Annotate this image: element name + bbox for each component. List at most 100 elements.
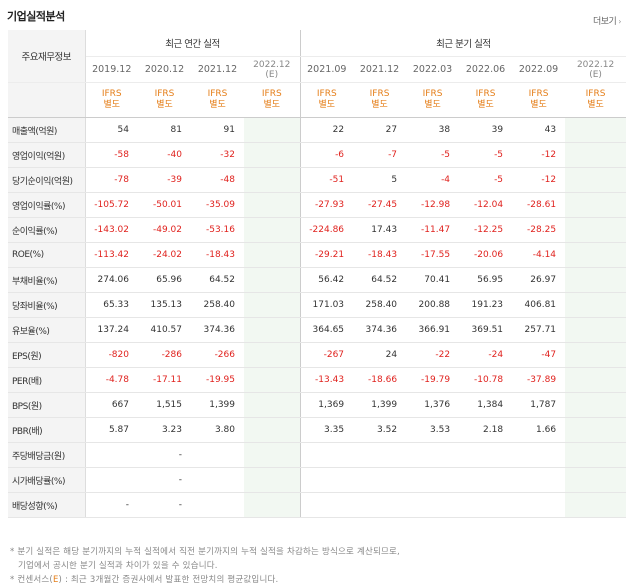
- table-row: 부채비율(%) 274.06 65.96 64.52 56.42 64.52 70.41 56…: [8, 267, 627, 293]
- value-cell: -: [138, 467, 191, 493]
- value-cell: [244, 342, 301, 368]
- value-cell: [565, 442, 627, 468]
- value-cell: [565, 392, 627, 418]
- period-header: 2021.12: [353, 56, 407, 83]
- value-cell: -47: [512, 342, 566, 368]
- table-row: 주당배당금(원) -: [8, 442, 627, 468]
- value-cell: 17.43: [353, 217, 407, 243]
- value-cell: 257.71: [512, 317, 566, 343]
- value-cell: 171.03: [300, 292, 354, 318]
- table-row: PBR(배) 5.87 3.23 3.80 3.35 3.52 3.53 2.18 1.66: [8, 417, 627, 443]
- value-cell: [565, 267, 627, 293]
- value-cell: -12: [512, 142, 566, 168]
- footnote-2: 기업에서 공시한 분기 실적과 차이가 있을 수 있습니다.: [18, 561, 218, 571]
- value-cell: 374.36: [191, 317, 244, 343]
- row-label: ROE(%): [8, 242, 86, 268]
- value-cell: -12.25: [459, 217, 513, 243]
- row-label: 영업이익률(%): [8, 192, 86, 218]
- basis-badge: IFRS 별도: [85, 82, 138, 118]
- basis-badge: IFRS 별도: [191, 82, 244, 118]
- value-cell: [85, 442, 138, 468]
- table-row: 당기순이익(억원) -78 -39 -48 -51 5 -4 -5 -12: [8, 167, 627, 193]
- table-row: 영업이익률(%) -105.72 -50.01 -35.09 -27.93 -27.45-…: [8, 192, 627, 218]
- value-cell: 43: [512, 117, 566, 143]
- value-cell: 1,384: [459, 392, 513, 418]
- basis-badge: IFRS 별도: [565, 82, 627, 118]
- value-cell: [244, 142, 301, 168]
- value-cell: [459, 442, 513, 468]
- value-cell: -4: [406, 167, 460, 193]
- value-cell: 91: [191, 117, 244, 143]
- value-cell: [300, 442, 354, 468]
- value-cell: 56.95: [459, 267, 513, 293]
- row-label: 유보율(%): [8, 317, 86, 343]
- period-header: 2022.12 (E): [244, 56, 301, 83]
- basis-badge: IFRS 별도: [406, 82, 460, 118]
- financial-table: 주요재무정보 최근 연간 실적 최근 분기 실적 2019.12 2020.12 2…: [8, 30, 627, 518]
- value-cell: [406, 467, 460, 493]
- value-cell: -5: [459, 167, 513, 193]
- section-title: 기업실적분석: [7, 10, 65, 23]
- value-cell: 56.42: [300, 267, 354, 293]
- column-label-header: 주요재무정보: [8, 30, 86, 83]
- value-cell: 65.33: [85, 292, 138, 318]
- value-cell: 137.24: [85, 317, 138, 343]
- annual-group-header: 최근 연간 실적: [85, 30, 301, 57]
- more-link[interactable]: 더보기 ›: [593, 14, 621, 27]
- footnote-3-b: ) : 최근 3개월간 증권사에서 발표한 전망치의 평균값입니다.: [58, 575, 279, 585]
- value-cell: -24: [459, 342, 513, 368]
- row-label: 배당성향(%): [8, 492, 86, 518]
- row-label: BPS(원): [8, 392, 86, 418]
- basis-badge: IFRS 별도: [512, 82, 566, 118]
- value-cell: 22: [300, 117, 354, 143]
- value-cell: -143.02: [85, 217, 138, 243]
- value-cell: 364.65: [300, 317, 354, 343]
- value-cell: 369.51: [459, 317, 513, 343]
- basis-badge: IFRS 별도: [138, 82, 191, 118]
- basis-badge: IFRS 별도: [244, 82, 301, 118]
- value-cell: -48: [191, 167, 244, 193]
- value-cell: -17.55: [406, 242, 460, 268]
- value-cell: 1,787: [512, 392, 566, 418]
- value-cell: [191, 492, 244, 518]
- row-label: 주당배당금(원): [8, 442, 86, 468]
- value-cell: -5: [406, 142, 460, 168]
- quarter-group-header: 최근 분기 실적: [300, 30, 627, 57]
- value-cell: [244, 417, 301, 443]
- row-label: 당기순이익(억원): [8, 167, 86, 193]
- period-header: 2022.12 (E): [565, 56, 627, 83]
- value-cell: 1,369: [300, 392, 354, 418]
- value-cell: -5: [459, 142, 513, 168]
- value-cell: -49.02: [138, 217, 191, 243]
- footnote-3-a: * 컨센서스(: [10, 575, 53, 585]
- footnotes: * 분기 실적은 해당 분기까지의 누적 실적에서 직전 분기까지의 누적 실적…: [10, 545, 400, 587]
- period-header: 2021.09: [300, 56, 354, 83]
- value-cell: [244, 492, 301, 518]
- value-cell: [565, 117, 627, 143]
- value-cell: [512, 467, 566, 493]
- value-cell: -37.89: [512, 367, 566, 393]
- value-cell: -20.06: [459, 242, 513, 268]
- table-row: 시가배당률(%) -: [8, 467, 627, 493]
- value-cell: [565, 217, 627, 243]
- basis-badge: IFRS 별도: [459, 82, 513, 118]
- row-label: EPS(원): [8, 342, 86, 368]
- value-cell: [512, 442, 566, 468]
- table-row: PER(배) -4.78 -17.11 -19.95 -13.43 -18.66 -19.7…: [8, 367, 627, 393]
- value-cell: 2.18: [459, 417, 513, 443]
- value-cell: [565, 492, 627, 518]
- value-cell: [244, 242, 301, 268]
- value-cell: 1.66: [512, 417, 566, 443]
- footnote-3-e: E: [52, 575, 59, 585]
- value-cell: [244, 117, 301, 143]
- value-cell: -266: [191, 342, 244, 368]
- value-cell: [244, 442, 301, 468]
- value-cell: -12.98: [406, 192, 460, 218]
- value-cell: -113.42: [85, 242, 138, 268]
- value-cell: -39: [138, 167, 191, 193]
- value-cell: [244, 367, 301, 393]
- period-header: 2020.12: [138, 56, 191, 83]
- row-label: 순이익률(%): [8, 217, 86, 243]
- value-cell: 667: [85, 392, 138, 418]
- value-cell: 1,399: [191, 392, 244, 418]
